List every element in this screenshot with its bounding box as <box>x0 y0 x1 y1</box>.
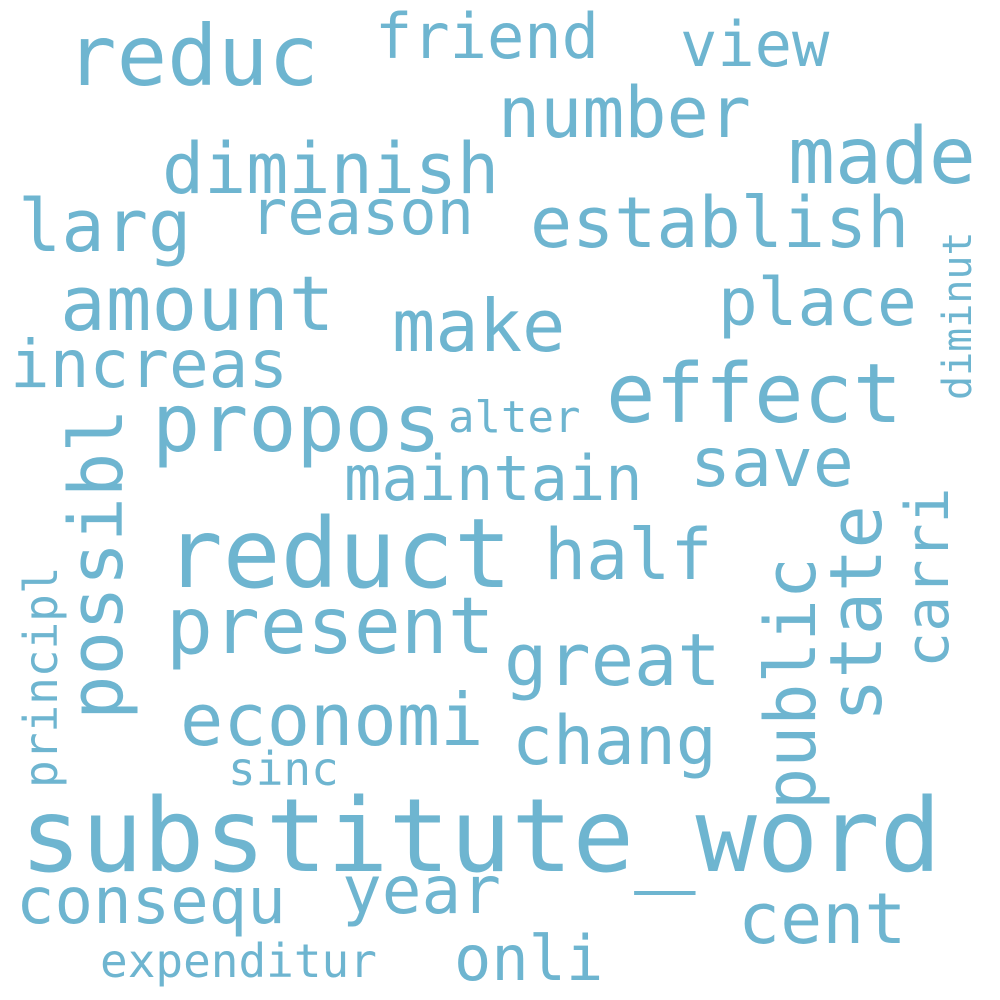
word-carri: carri <box>893 487 963 668</box>
word-effect: effect <box>606 347 903 442</box>
word-save: save <box>690 424 854 503</box>
word-public: public <box>750 557 832 810</box>
word-principl: principl <box>14 566 68 788</box>
word-economi: economi <box>180 678 484 762</box>
word-chang: chang <box>512 702 717 781</box>
word-alter: alter <box>448 392 581 443</box>
word-possibl: possibl <box>54 408 140 720</box>
word-consequ: consequ <box>16 865 286 939</box>
word-larg: larg <box>18 184 192 268</box>
word-propos: propos <box>152 377 441 470</box>
word-view: view <box>680 8 830 81</box>
word-made: made <box>788 112 976 202</box>
word-cent: cent <box>738 878 907 960</box>
word-number: number <box>498 72 751 154</box>
word-onli: onli <box>454 922 604 995</box>
word-great: great <box>504 618 721 702</box>
word-maintain: maintain <box>344 442 643 515</box>
word-expenditur: expenditur <box>100 934 377 988</box>
word-place: place <box>718 264 917 341</box>
word-amount: amount <box>60 259 335 348</box>
word-make: make <box>392 284 566 368</box>
word-sinc: sinc <box>228 742 339 796</box>
word-year: year <box>342 852 501 929</box>
word-diminut: diminut <box>935 231 981 400</box>
word-reason: reason <box>250 176 474 249</box>
word-diminish: diminish <box>162 128 500 210</box>
word-half: half <box>544 514 713 596</box>
word-establish: establish <box>530 182 910 264</box>
word-present: present <box>166 582 495 672</box>
word-increas: increas <box>10 326 289 403</box>
word-friend: friend <box>375 0 599 73</box>
word-reduc: reduc <box>66 7 319 105</box>
word-substitute-word: substitute_word <box>20 777 942 896</box>
word-reduct: reduct <box>165 498 512 610</box>
